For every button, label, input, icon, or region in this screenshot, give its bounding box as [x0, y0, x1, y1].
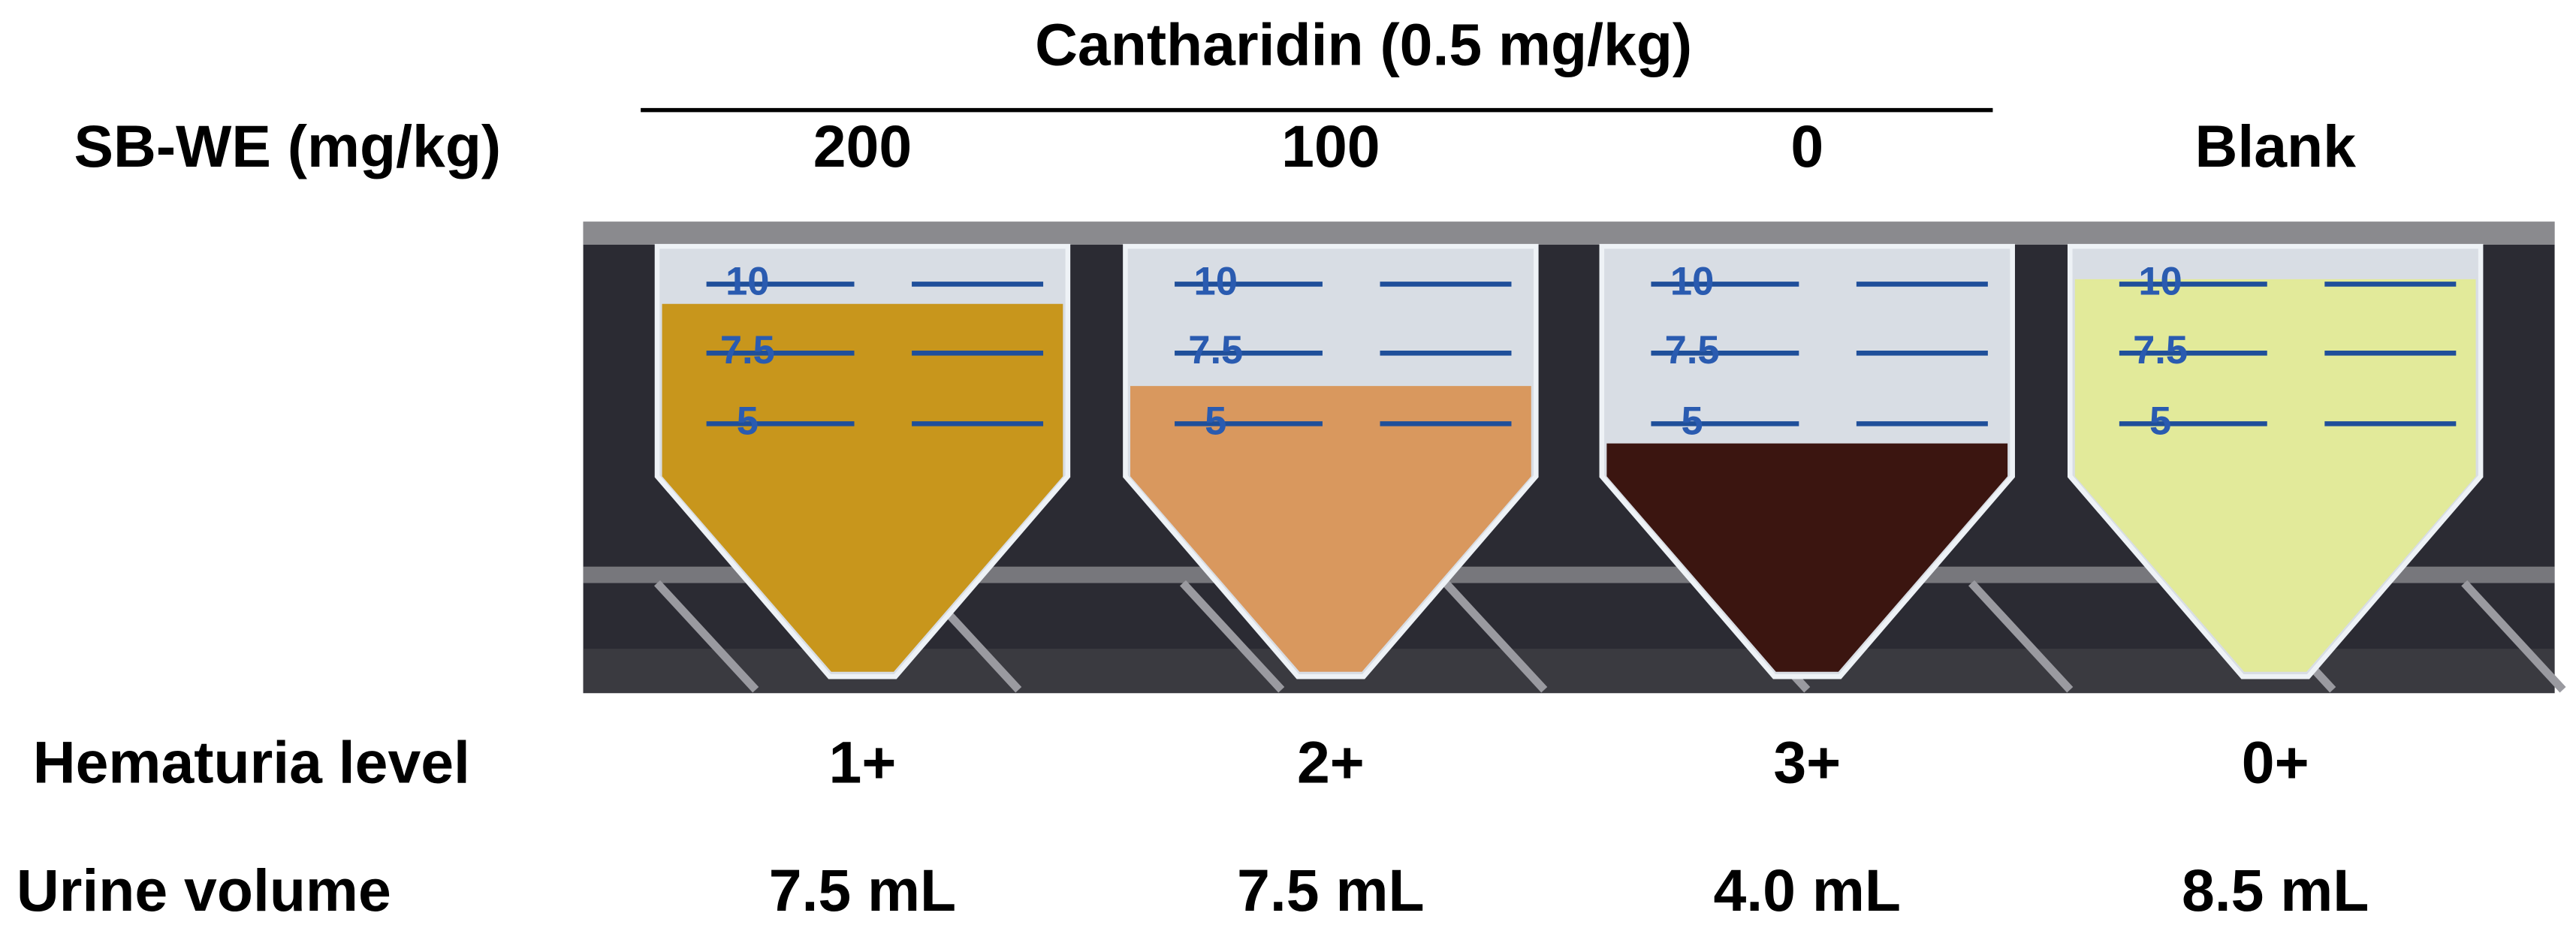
- column-header: Blank: [2194, 113, 2356, 179]
- graduation-label: 10: [1670, 259, 1714, 303]
- cell-value: 1+: [829, 729, 897, 795]
- graduation-label: 10: [2138, 259, 2182, 303]
- column-header: 200: [813, 113, 912, 179]
- graduation-label: 5: [737, 399, 759, 443]
- rack-rod: [653, 580, 759, 693]
- graduation-label: 10: [725, 259, 769, 303]
- rack-rod: [2461, 580, 2566, 693]
- urine: [1130, 386, 1531, 672]
- graduation-label: 5: [1682, 399, 1703, 443]
- treatment-label: Cantharidin (0.5 mg/kg): [1035, 11, 1692, 77]
- graduation-label: 10: [1194, 259, 1238, 303]
- graduation-label: 5: [2149, 399, 2171, 443]
- dose-label: SB-WE (mg/kg): [74, 113, 501, 179]
- cell-value: 0+: [2242, 729, 2309, 795]
- cell-value: 2+: [1297, 729, 1365, 795]
- cell-value: 4.0 mL: [1714, 857, 1901, 923]
- graduation-label: 7.5: [720, 328, 775, 372]
- column-header: 0: [1790, 113, 1823, 179]
- cell-value: 8.5 mL: [2182, 857, 2369, 923]
- urine: [1606, 443, 2008, 672]
- rack-rod: [1179, 580, 1285, 693]
- graduation-label: 7.5: [2133, 328, 2188, 372]
- graduation-label: 7.5: [1665, 328, 1720, 372]
- photo: 10 7.5 5 10 7.5 5 10 7.5 5 10 7.5 5: [583, 221, 2566, 694]
- cell-value: 3+: [1773, 729, 1841, 795]
- graduation-label: 7.5: [1188, 328, 1243, 372]
- graduation-label: 5: [1205, 399, 1226, 443]
- urine: [2074, 279, 2476, 672]
- cell-value: 7.5 mL: [1237, 857, 1424, 923]
- column-header: 100: [1281, 113, 1380, 179]
- rack-bar: [583, 566, 2555, 583]
- row-label: Urine volume: [17, 857, 391, 923]
- urine: [662, 303, 1063, 672]
- row-label: Hematuria level: [33, 729, 470, 795]
- rack-top: [583, 221, 2555, 245]
- cell-value: 7.5 mL: [769, 857, 956, 923]
- rack-rod: [1968, 580, 2074, 693]
- rack-rod: [1442, 580, 1548, 693]
